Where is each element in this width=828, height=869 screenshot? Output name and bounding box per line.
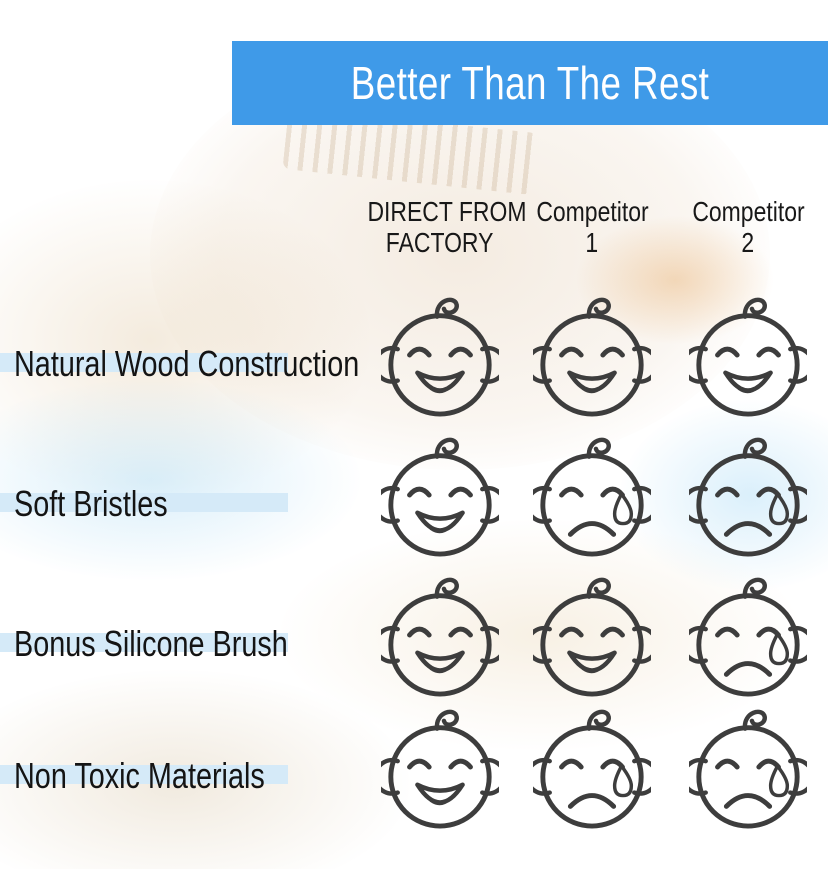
column-header-competitor-2: Competitor 2	[658, 196, 828, 258]
crying-baby-face-icon	[533, 432, 651, 562]
crying-baby-face-icon	[689, 572, 807, 702]
column-header-direct-from-factory: DIRECT FROM FACTORY	[350, 196, 530, 258]
column-header-text: DIRECT FROM	[367, 196, 527, 227]
column-header-text: 1	[585, 227, 599, 258]
background-photo-wash	[0, 180, 370, 500]
background-blue-wash	[0, 380, 360, 580]
smiling-baby-face-icon	[381, 704, 499, 834]
crying-baby-face-icon	[689, 704, 807, 834]
title-banner: Better Than The Rest	[232, 41, 828, 125]
crying-baby-face-icon	[689, 432, 807, 562]
page-title: Better Than The Rest	[350, 57, 710, 109]
column-header-competitor-1: Competitor 1	[502, 196, 682, 258]
crying-baby-face-icon	[533, 704, 651, 834]
smiling-baby-face-icon	[381, 292, 499, 422]
row-label: Bonus Silicone Brush	[14, 623, 288, 664]
row-label-highlight	[0, 633, 288, 652]
smiling-baby-face-icon	[689, 292, 807, 422]
column-header-text: Competitor	[535, 196, 649, 227]
smiling-baby-face-icon	[533, 292, 651, 422]
row-label-highlight	[0, 765, 288, 784]
row-label: Non Toxic Materials	[14, 755, 265, 796]
smiling-baby-face-icon	[533, 572, 651, 702]
smiling-baby-face-icon	[381, 572, 499, 702]
row-label-highlight	[0, 353, 288, 372]
row-label-highlight	[0, 493, 288, 512]
smiling-baby-face-icon	[381, 432, 499, 562]
row-label: Natural Wood Construction	[14, 343, 360, 384]
column-header-text: 2	[741, 227, 755, 258]
column-header-text: FACTORY	[386, 227, 494, 258]
row-label: Soft Bristles	[14, 483, 168, 524]
column-header-text: Competitor	[691, 196, 805, 227]
